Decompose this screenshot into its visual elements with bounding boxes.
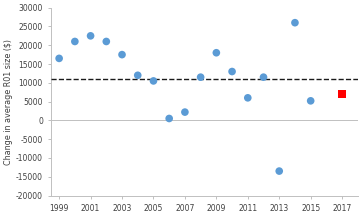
- Point: [214, 51, 219, 54]
- Point: [166, 117, 172, 120]
- Point: [292, 21, 298, 25]
- Point: [135, 74, 141, 77]
- Y-axis label: Change in average R01 size ($): Change in average R01 size ($): [4, 39, 13, 164]
- Point: [72, 40, 78, 43]
- Point: [229, 70, 235, 73]
- Point: [276, 169, 282, 173]
- Point: [88, 34, 93, 38]
- Point: [104, 40, 109, 43]
- Point: [339, 92, 345, 96]
- Point: [261, 76, 266, 79]
- Point: [308, 99, 313, 103]
- Point: [245, 96, 251, 100]
- Point: [182, 110, 188, 114]
- Point: [119, 53, 125, 56]
- Point: [198, 76, 203, 79]
- Point: [56, 57, 62, 60]
- Point: [151, 79, 156, 83]
